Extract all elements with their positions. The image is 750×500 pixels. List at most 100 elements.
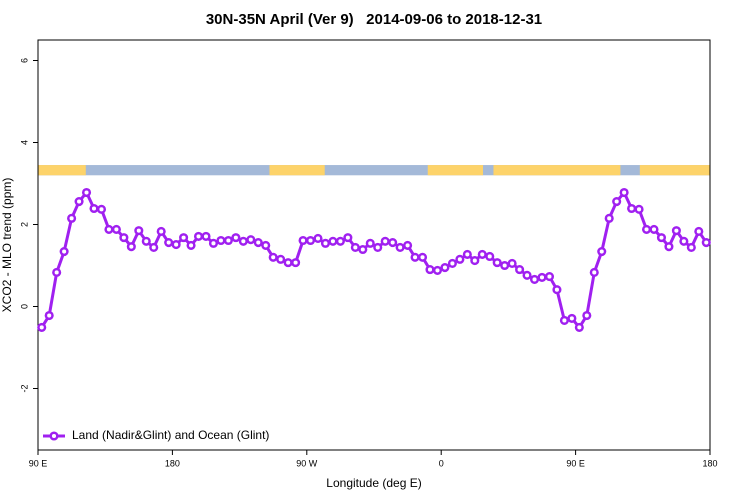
data-point	[619, 187, 629, 198]
y-axis-label: XCO2 - MLO trend (ppm)	[0, 178, 14, 313]
data-point	[298, 235, 308, 246]
data-point	[485, 251, 495, 262]
data-point	[403, 240, 413, 250]
data-point	[313, 233, 323, 243]
data-point	[679, 236, 689, 246]
land-band	[38, 165, 86, 176]
data-point	[67, 213, 77, 223]
data-point	[574, 322, 584, 332]
data-point	[201, 231, 211, 241]
data-point	[522, 270, 532, 280]
land-band	[269, 165, 325, 176]
data-point	[223, 235, 233, 246]
data-point	[365, 238, 375, 248]
data-point	[649, 224, 659, 234]
data-point	[410, 252, 420, 262]
data-point	[686, 242, 696, 253]
data-point	[305, 235, 316, 246]
data-point	[104, 224, 114, 234]
data-point	[552, 285, 562, 295]
data-point	[291, 258, 301, 268]
data-point	[567, 313, 577, 323]
ocean-band	[38, 165, 710, 176]
data-point	[246, 235, 256, 245]
x-tick-label: 180	[702, 458, 717, 468]
data-point	[141, 236, 151, 246]
data-point	[179, 233, 189, 243]
data-point	[156, 226, 166, 237]
data-point	[455, 254, 465, 264]
y-tick-label: -2	[19, 384, 29, 392]
y-tick-label: 0	[19, 304, 29, 309]
data-point	[597, 247, 607, 257]
data-point	[492, 258, 502, 268]
data-point	[664, 242, 674, 252]
data-point	[81, 187, 92, 198]
data-point	[515, 265, 525, 275]
y-tick-label: 4	[19, 140, 29, 145]
data-point	[604, 213, 614, 223]
data-point	[59, 247, 69, 257]
land-band	[639, 165, 710, 176]
data-point	[283, 258, 293, 268]
data-point	[126, 242, 136, 252]
data-point	[186, 240, 196, 250]
data-point	[634, 204, 644, 214]
data-point	[261, 240, 271, 250]
data-point	[589, 267, 599, 278]
x-axis-label: Longitude (deg E)	[326, 476, 421, 490]
x-tick-label: 90 E	[29, 458, 48, 468]
legend-label: Land (Nadir&Glint) and Ocean (Glint)	[72, 428, 269, 442]
data-point	[395, 242, 405, 253]
land-band	[427, 165, 484, 176]
data-point	[134, 226, 144, 236]
data-point	[216, 235, 226, 246]
data-point	[641, 224, 652, 234]
data-point	[149, 242, 159, 253]
data-point	[671, 226, 681, 236]
data-point	[559, 315, 569, 325]
data-point	[96, 204, 107, 214]
data-point	[425, 265, 435, 275]
data-point	[627, 203, 637, 214]
data-point	[89, 203, 99, 214]
data-point	[350, 242, 360, 253]
y-tick-label: 2	[19, 222, 29, 227]
data-point	[447, 258, 457, 269]
data-point	[477, 249, 487, 259]
data-point	[231, 233, 241, 243]
data-point	[164, 237, 174, 248]
data-point	[193, 231, 204, 241]
data-point	[500, 260, 510, 271]
data-point	[440, 263, 450, 273]
data-point	[380, 236, 390, 246]
data-point	[529, 274, 540, 284]
data-point	[253, 237, 263, 248]
data-point	[52, 267, 62, 278]
x-tick-label: 0	[439, 458, 444, 468]
data-point	[119, 233, 129, 243]
data-point	[343, 233, 353, 243]
data-point	[37, 322, 47, 332]
data-point	[470, 256, 480, 266]
data-point	[432, 265, 443, 275]
data-point	[612, 196, 622, 207]
data-point	[462, 249, 472, 259]
land-band	[493, 165, 621, 176]
x-tick-label: 90 W	[296, 458, 318, 468]
data-point	[537, 272, 547, 282]
data-point	[111, 224, 121, 234]
data-point	[373, 242, 383, 253]
legend-marker	[49, 431, 59, 441]
data-point	[694, 226, 704, 237]
series-line	[40, 189, 708, 330]
data-point	[74, 196, 84, 207]
data-point	[276, 254, 286, 264]
y-tick-label: 6	[19, 58, 29, 63]
data-point	[582, 310, 592, 321]
data-point	[358, 244, 368, 255]
x-tick-label: 180	[165, 458, 180, 468]
data-point	[208, 238, 219, 248]
x-tick-label: 90 E	[566, 458, 585, 468]
